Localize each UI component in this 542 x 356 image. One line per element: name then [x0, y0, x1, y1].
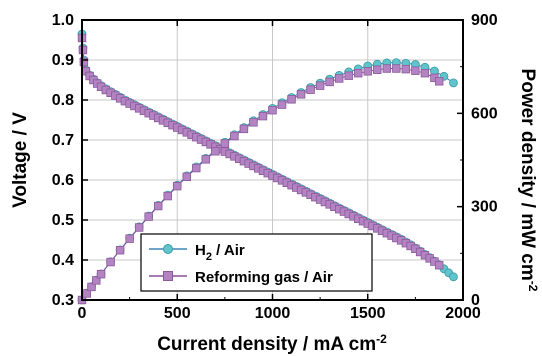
y2-axis-title-sup: -2 [526, 281, 540, 292]
y-tick-label: 0.9 [52, 52, 74, 69]
ticks: 0 500 1000 1500 2000 0.3 0.4 0.5 0.6 0.7 0.8 0.9 1.0… [52, 12, 498, 322]
power-point-reforming [173, 181, 182, 191]
power-point-reforming [106, 257, 115, 267]
y-tick-label: 0.3 [52, 292, 74, 309]
power-point-reforming [201, 155, 211, 164]
power-point-reforming [211, 147, 220, 156]
power-point-reforming [163, 191, 172, 201]
power-point-reforming [134, 223, 144, 232]
y-tick-label: 0.8 [52, 92, 74, 109]
x-tick-label: 500 [164, 305, 191, 322]
power-point-reforming [434, 77, 444, 86]
legend-label-h2-sub: 2 [206, 251, 212, 263]
voltage-point-h2 [449, 272, 458, 282]
power-point-reforming [220, 139, 230, 148]
power-point-reforming [230, 131, 239, 141]
power-point-reforming [258, 111, 268, 121]
x-tick-label: 1000 [255, 305, 291, 322]
y2-tick-label: 0 [471, 292, 480, 309]
power-point-reforming [420, 69, 430, 78]
y-tick-label: 0.5 [52, 212, 74, 229]
power-point-reforming [125, 234, 134, 243]
power-point-reforming [87, 282, 96, 292]
power-point-reforming [354, 69, 363, 78]
power-point-reforming [249, 118, 258, 127]
power-point-reforming [153, 201, 163, 211]
legend-label-reforming: Reforming gas / Air [195, 269, 333, 286]
power-point-reforming [239, 124, 249, 134]
y2-axis-title: Power density / mW cm-2 [517, 69, 540, 292]
x-axis-title: Current density / mA cm-2 [157, 332, 387, 355]
power-point-reforming [382, 64, 391, 73]
x-tick-label: 1500 [350, 305, 386, 322]
power-point-reforming [268, 106, 277, 115]
power-point-reforming [182, 172, 191, 181]
voltage-point-reforming [434, 260, 444, 270]
voltage-point-reforming [79, 57, 89, 67]
power-point-reforming [296, 90, 306, 99]
y-tick-label: 1.0 [52, 12, 74, 29]
legend-box [140, 233, 373, 292]
power-point-reforming [344, 71, 353, 80]
y2-tick-label: 600 [471, 105, 498, 122]
power-point-reforming [306, 85, 315, 94]
y-tick-label: 0.6 [52, 172, 74, 189]
y-tick-label: 0.4 [52, 252, 74, 269]
x-axis-title-main: Current density / mA cm [157, 334, 376, 355]
x-tick-label: 2000 [445, 305, 481, 322]
series-layer [77, 29, 458, 305]
legend: H2 / Air Reforming gas / Air [140, 233, 373, 292]
power-point-reforming [287, 95, 296, 104]
power-point-reforming [325, 77, 334, 87]
power-point-reforming [92, 276, 101, 285]
power-point-reforming [401, 64, 411, 74]
power-point-reforming [115, 246, 125, 255]
power-point-reforming [334, 74, 344, 83]
y-axis-title: Voltage / V [10, 112, 31, 208]
legend-marker-reforming [163, 271, 173, 281]
power-point-reforming [392, 64, 401, 73]
power-point-reforming [144, 212, 153, 221]
power-point-reforming [96, 269, 106, 279]
legend-label-h2-main: H [195, 242, 206, 259]
y2-axis-title-main: Power density / mW cm [517, 69, 538, 281]
legend-label-h2-rest: / Air [212, 242, 245, 259]
legend-label-h2: H2 / Air [195, 242, 245, 263]
power-point-reforming [411, 66, 420, 75]
power-point-reforming [363, 67, 372, 76]
power-point-h2 [449, 78, 458, 88]
x-axis-title-sup: -2 [376, 332, 387, 346]
power-point-reforming [277, 100, 287, 109]
legend-marker-h2 [163, 244, 173, 254]
power-point-reforming [373, 65, 382, 74]
y2-tick-label: 900 [471, 12, 498, 29]
x-tick-label: 0 [78, 305, 87, 322]
power-point-reforming [315, 81, 325, 90]
y2-tick-label: 300 [471, 199, 498, 216]
power-point-reforming [192, 163, 201, 173]
y-tick-label: 0.7 [52, 132, 74, 149]
